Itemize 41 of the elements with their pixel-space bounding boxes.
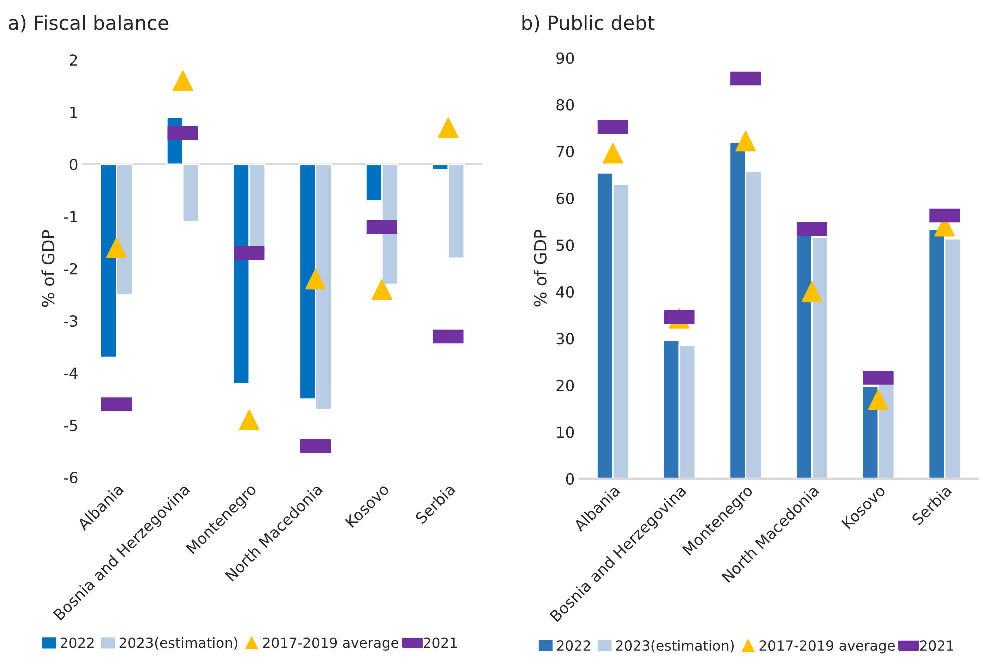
- y-tick-label: 2: [70, 54, 78, 66]
- point: [172, 70, 194, 92]
- point: [438, 118, 459, 138]
- y-tick-label: 80: [556, 99, 574, 111]
- legend-label: 2017-2019 average: [263, 638, 399, 651]
- y-tick-label: 50: [556, 240, 574, 252]
- y-tick-label: -3: [64, 316, 78, 328]
- point: [372, 279, 392, 300]
- chart-title: b) Public debt: [522, 15, 655, 33]
- y-tick-label: 10: [557, 426, 574, 438]
- legend-label: 2021: [424, 638, 458, 648]
- legend-label: 2023(estimation): [616, 640, 734, 653]
- y-axis-title: % of GDP: [42, 230, 55, 308]
- legend-label: 2017-2019 average: [760, 640, 896, 654]
- y-tick-label: -2: [64, 263, 78, 275]
- y-tick-label: 0: [70, 158, 78, 171]
- y-tick-label: -6: [64, 472, 78, 484]
- legend-label: 2021: [920, 640, 954, 652]
- legend-label: 2022: [557, 640, 590, 652]
- point: [802, 282, 822, 302]
- y-tick-label: -4: [64, 368, 78, 380]
- chart-title: a) Fiscal balance: [9, 15, 169, 33]
- y-tick-label: 70: [556, 146, 574, 158]
- y-tick-label: 90: [556, 52, 574, 64]
- y-tick-label: 0: [566, 473, 574, 485]
- y-axis-title: % of GDP: [534, 230, 547, 307]
- point: [736, 131, 756, 152]
- y-tick-label: -1: [64, 211, 78, 222]
- point: [239, 410, 260, 430]
- y-tick-label: 30: [556, 333, 574, 345]
- legend-label: 2022: [60, 638, 94, 648]
- y-tick-label: 20: [556, 380, 574, 392]
- point: [602, 143, 624, 164]
- y-tick-label: 1: [70, 106, 78, 118]
- point: [306, 269, 326, 290]
- y-tick-label: 40: [556, 286, 574, 298]
- point: [106, 238, 127, 258]
- legend-label: 2023(estimation): [120, 637, 238, 650]
- point: [868, 390, 889, 410]
- y-tick-label: -5: [64, 420, 78, 432]
- y-tick-label: 60: [556, 192, 574, 204]
